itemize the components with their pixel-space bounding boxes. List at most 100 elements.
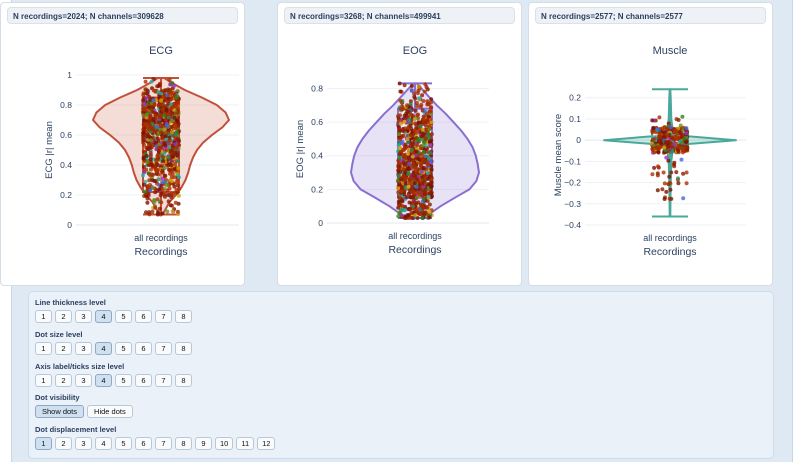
y-tick-label: −0.1	[564, 156, 581, 166]
data-point	[427, 210, 432, 214]
line-thickness-option-button[interactable]: 3	[75, 310, 92, 323]
data-point	[156, 210, 160, 215]
data-point	[150, 178, 155, 183]
dot-visibility-option-button[interactable]: Show dots	[35, 405, 85, 418]
dot-displacement-option-button[interactable]: 2	[55, 437, 72, 450]
data-point	[148, 157, 153, 162]
data-point	[175, 105, 180, 110]
data-point	[149, 162, 154, 167]
eog-chart[interactable]: EOG 0 0.2 0.4 0.6 0.8 EOG |r| mean all recordin…	[278, 27, 523, 285]
dot-size-option-button[interactable]: 4	[95, 342, 112, 355]
data-point	[680, 114, 685, 119]
data-point	[160, 102, 165, 107]
axis-label-size-option-button[interactable]: 3	[75, 374, 92, 387]
data-point	[156, 84, 161, 88]
dot-displacement-option-button[interactable]: 3	[75, 437, 92, 450]
data-point	[174, 111, 179, 116]
dot-size-option-button[interactable]: 3	[75, 342, 92, 355]
y-tick-label: 0.2	[60, 190, 72, 200]
dot-displacement-option-button[interactable]: 11	[236, 437, 255, 450]
data-point	[667, 140, 672, 145]
data-point	[176, 193, 181, 198]
data-point	[408, 175, 413, 180]
data-point	[668, 187, 673, 192]
data-point	[421, 206, 425, 211]
dot-size-option-button[interactable]: 5	[115, 342, 132, 355]
data-point	[156, 177, 161, 182]
dot-displacement-option-button[interactable]: 5	[115, 437, 132, 450]
line-thickness-option-button[interactable]: 5	[115, 310, 132, 323]
data-point	[681, 171, 686, 176]
x-axis-label: Recordings	[388, 244, 441, 256]
data-point	[407, 161, 412, 166]
data-point	[402, 174, 406, 179]
data-point	[153, 205, 158, 210]
ecg-chart[interactable]: ECG 0 0.2 0.4 0.6 0.8 1 ECG |r| mean all recordi…	[1, 27, 246, 285]
y-axis-label: EOG |r| mean	[295, 120, 306, 178]
dot-displacement-option-button[interactable]: 1	[35, 437, 52, 450]
data-point	[145, 196, 150, 201]
axis-label-size-option-button[interactable]: 2	[55, 374, 72, 387]
data-point	[151, 88, 156, 93]
line-thickness-option-button[interactable]: 4	[95, 310, 112, 323]
data-point	[656, 150, 661, 155]
line-thickness-option-button[interactable]: 8	[175, 310, 192, 323]
axis-label-size-option-button[interactable]: 8	[175, 374, 192, 387]
dot-displacement-option-button[interactable]: 9	[195, 437, 212, 450]
data-point	[414, 101, 419, 105]
data-point	[145, 159, 150, 164]
data-point	[427, 156, 431, 161]
axis-label-size-option-button[interactable]: 4	[95, 374, 112, 387]
dot-displacement-option-button[interactable]: 8	[175, 437, 192, 450]
data-point	[419, 134, 424, 139]
dot-size-option-button[interactable]: 1	[35, 342, 52, 355]
dot-visibility-option-button[interactable]: Hide dots	[87, 405, 133, 418]
line-thickness-option-button[interactable]: 7	[155, 310, 172, 323]
line-thickness-option-button[interactable]: 1	[35, 310, 52, 323]
data-point	[406, 151, 410, 156]
y-tick-label: 0.2	[569, 93, 581, 103]
dot-size-option-button[interactable]: 2	[55, 342, 72, 355]
dot-displacement-option-button[interactable]: 4	[95, 437, 112, 450]
data-point	[660, 187, 665, 192]
muscle-chart[interactable]: Muscle −0.4 −0.3 −0.2 −0.1 0 0.1 0.2 Muscle mean…	[529, 27, 774, 285]
data-point	[415, 216, 420, 220]
data-point	[144, 96, 149, 101]
data-point	[424, 85, 429, 89]
dot-size-option-button[interactable]: 6	[135, 342, 152, 355]
data-point	[143, 106, 148, 111]
line-thickness-option-button[interactable]: 2	[55, 310, 72, 323]
dot-visibility-label: Dot visibility	[35, 393, 80, 402]
data-point	[169, 130, 174, 135]
axis-label-size-option-button[interactable]: 6	[135, 374, 152, 387]
axis-label-size-option-button[interactable]: 1	[35, 374, 52, 387]
data-point	[412, 91, 416, 96]
x-category-label: all recordings	[643, 233, 697, 243]
data-point	[676, 149, 681, 153]
line-thickness-option-button[interactable]: 6	[135, 310, 152, 323]
axis-label-size-option-button[interactable]: 5	[115, 374, 132, 387]
data-point	[167, 167, 171, 172]
data-point	[174, 95, 179, 100]
data-point	[167, 77, 172, 82]
data-point	[672, 162, 676, 167]
dot-displacement-option-button[interactable]: 6	[135, 437, 152, 450]
x-category-label: all recordings	[388, 231, 442, 241]
data-point	[412, 181, 417, 186]
y-tick-label: 0.4	[311, 151, 323, 161]
data-point	[169, 106, 174, 110]
data-point	[153, 190, 158, 195]
dot-displacement-option-button[interactable]: 12	[257, 437, 276, 450]
dot-displacement-option-button[interactable]: 10	[215, 437, 234, 450]
dot-size-option-button[interactable]: 7	[155, 342, 172, 355]
dot-size-option-button[interactable]: 8	[175, 342, 192, 355]
data-point	[175, 183, 180, 188]
ecg-header: N recordings=2024; N channels=309628	[7, 7, 238, 24]
data-point	[162, 140, 167, 145]
axis-label-size-option-button[interactable]: 7	[155, 374, 172, 387]
dot-displacement-option-button[interactable]: 7	[155, 437, 172, 450]
data-point	[142, 101, 147, 106]
dot-displacement-label: Dot displacement level	[35, 425, 117, 434]
data-point	[397, 152, 402, 157]
